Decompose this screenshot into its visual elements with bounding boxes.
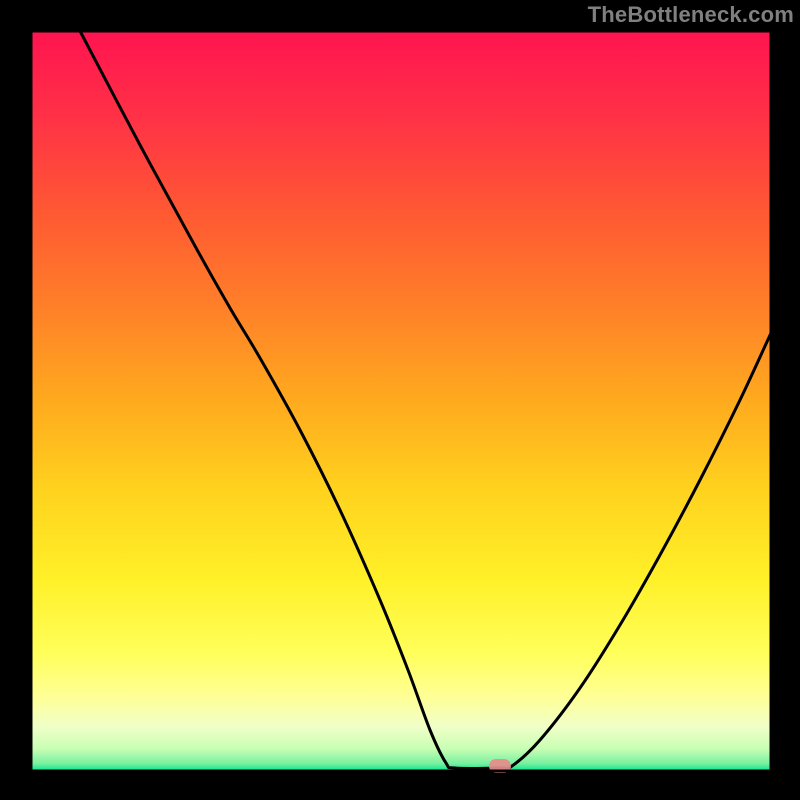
watermark-text: TheBottleneck.com bbox=[588, 2, 794, 28]
plot-gradient-background bbox=[31, 31, 771, 771]
bottleneck-chart bbox=[0, 0, 800, 800]
chart-container: TheBottleneck.com bbox=[0, 0, 800, 800]
